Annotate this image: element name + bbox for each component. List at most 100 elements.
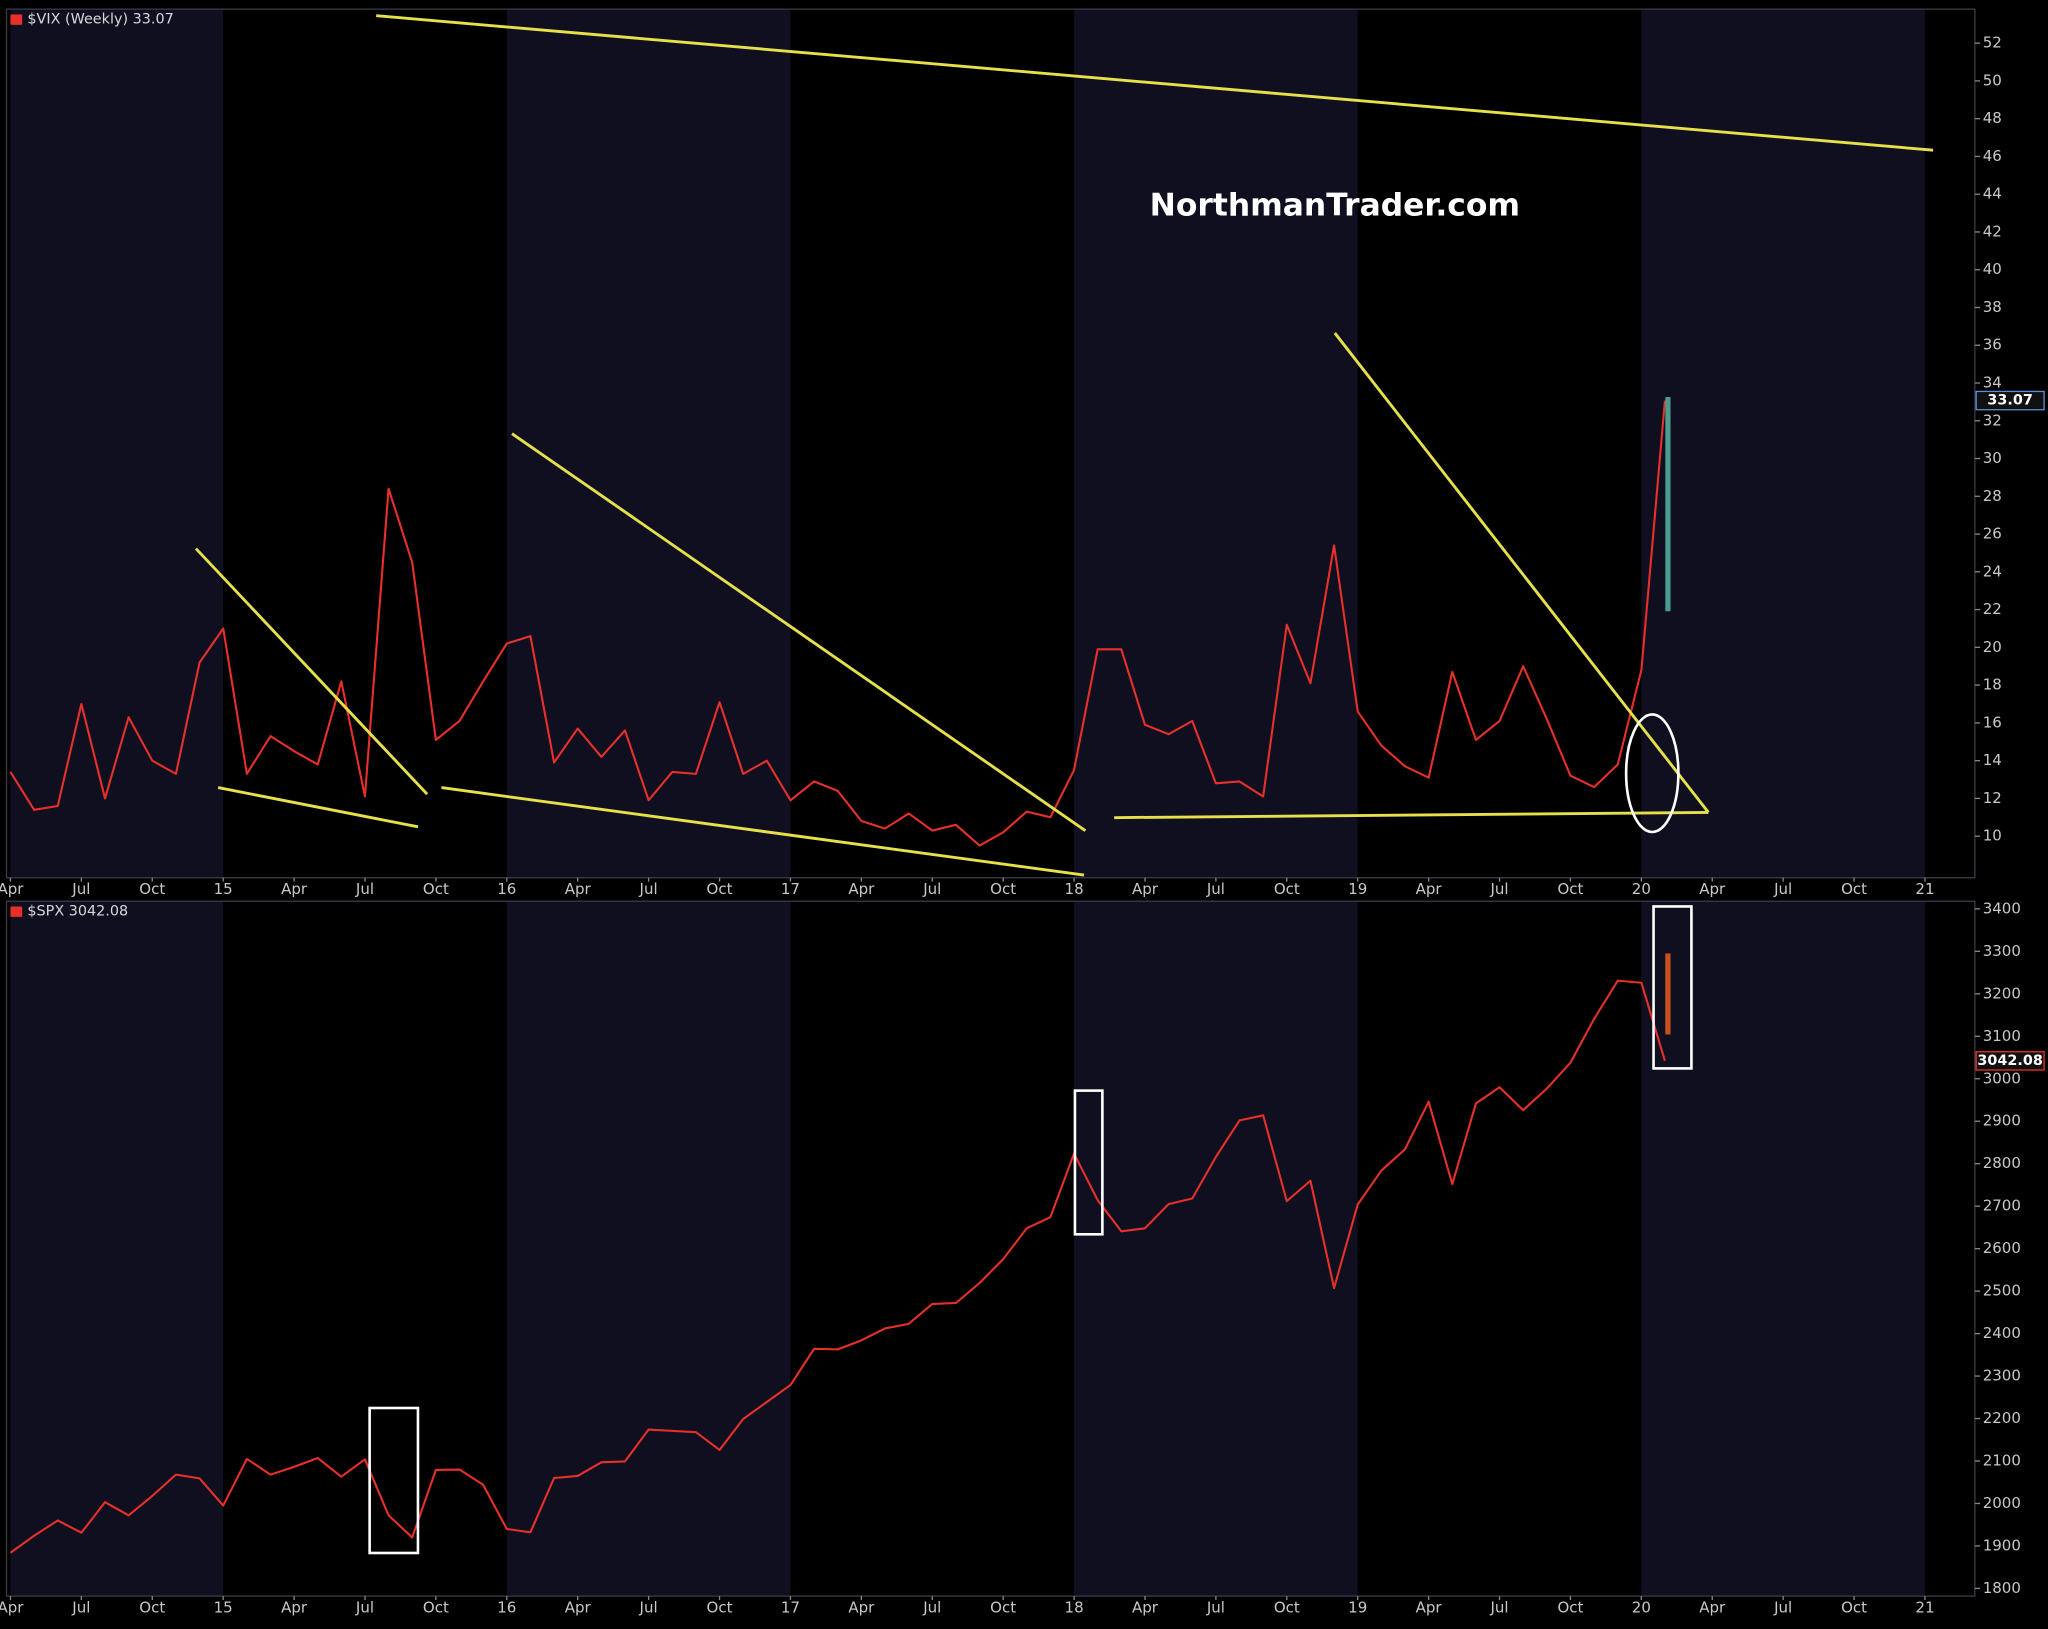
x-tick-label: Jul bbox=[922, 1598, 941, 1616]
y-tick-label: 3000 bbox=[1983, 1069, 2021, 1087]
x-tick-label: Oct bbox=[1557, 1598, 1583, 1616]
y-tick-label: 3400 bbox=[1983, 899, 2021, 917]
y-tick-label: 10 bbox=[1983, 827, 2002, 845]
y-tick-label: 2300 bbox=[1983, 1367, 2021, 1385]
x-tick-label: Jul bbox=[1773, 880, 1792, 898]
x-tick-label: Jul bbox=[1773, 1598, 1792, 1616]
y-tick-label: 46 bbox=[1983, 147, 2002, 165]
x-tick-label: Apr bbox=[1416, 1598, 1443, 1616]
y-tick-label: 2600 bbox=[1983, 1239, 2021, 1257]
year-band bbox=[10, 9, 224, 878]
highlight-ellipse bbox=[1624, 713, 1680, 834]
y-tick-label: 36 bbox=[1983, 336, 2002, 354]
x-tick-label: Apr bbox=[1416, 880, 1443, 898]
x-tick-label: Oct bbox=[707, 1598, 733, 1616]
x-tick-label: 20 bbox=[1632, 1598, 1651, 1616]
year-band bbox=[506, 901, 791, 1597]
trend-lines bbox=[194, 14, 1934, 877]
last-value-badge bbox=[1975, 390, 2045, 411]
y-tick-label: 1800 bbox=[1983, 1579, 2021, 1597]
y-tick-label: 32 bbox=[1983, 411, 2002, 429]
x-tick-label: 17 bbox=[781, 1598, 800, 1616]
trend-line bbox=[217, 786, 419, 829]
y-tick-label: 2000 bbox=[1983, 1494, 2021, 1512]
x-tick-label: 19 bbox=[1348, 1598, 1367, 1616]
x-tick-label: Jul bbox=[1206, 880, 1225, 898]
x-tick-label: Oct bbox=[990, 880, 1016, 898]
x-tick-label: Jul bbox=[1206, 1598, 1225, 1616]
y-tick-label: 28 bbox=[1983, 487, 2002, 505]
trend-line bbox=[194, 547, 429, 796]
last-value-label: 3042.08 bbox=[1977, 1053, 2042, 1069]
y-tick-label: 2400 bbox=[1983, 1324, 2021, 1342]
series-line bbox=[9, 400, 1666, 847]
legend-label: $VIX (Weekly) 33.07 bbox=[27, 12, 173, 28]
y-tick-label: 34 bbox=[1983, 374, 2002, 392]
y-tick-label: 44 bbox=[1983, 185, 2002, 203]
x-tick-label: Apr bbox=[1132, 1598, 1159, 1616]
watermark: NorthmanTrader.com bbox=[1150, 187, 1520, 223]
trend-line bbox=[1333, 332, 1710, 814]
x-tick-label: Oct bbox=[139, 1598, 165, 1616]
year-band bbox=[1074, 901, 1358, 1597]
y-tick-label: 52 bbox=[1983, 34, 2002, 52]
y-tick-label: 3100 bbox=[1983, 1027, 2021, 1045]
trend-line bbox=[376, 14, 1934, 152]
y-tick-label: 2100 bbox=[1983, 1452, 2021, 1470]
y-tick-label: 2200 bbox=[1983, 1409, 2021, 1427]
x-tick-label: 19 bbox=[1348, 880, 1367, 898]
year-band bbox=[1641, 901, 1925, 1597]
x-tick-label: Jul bbox=[1489, 880, 1508, 898]
x-tick-label: Apr bbox=[281, 880, 308, 898]
highlight-box bbox=[1073, 1089, 1104, 1236]
y-tick-label: 3200 bbox=[1983, 984, 2021, 1002]
plot: 10 12 14 16 18 20 22 24 26 28 30 32 34 36 38 40 42 44 46 48… bbox=[0, 12, 2045, 1616]
y-tick-label: 38 bbox=[1983, 298, 2002, 316]
y-tick-label: 22 bbox=[1983, 600, 2002, 618]
trend-line bbox=[441, 786, 1085, 877]
x-tick-label: 15 bbox=[214, 880, 233, 898]
annotations bbox=[194, 14, 1934, 1555]
x-tick-label: Jul bbox=[71, 880, 90, 898]
year-band bbox=[1641, 9, 1925, 878]
x-tick-label: Apr bbox=[0, 880, 24, 898]
x-tick-label: Apr bbox=[1699, 880, 1726, 898]
x-tick-label: Apr bbox=[848, 880, 875, 898]
y-tick-label: 2700 bbox=[1983, 1197, 2021, 1215]
y-tick-label: 18 bbox=[1983, 676, 2002, 694]
y-tick-label: 50 bbox=[1983, 71, 2002, 89]
year-band bbox=[1074, 9, 1358, 878]
y-tick-label: 2800 bbox=[1983, 1154, 2021, 1172]
y-tick-label: 40 bbox=[1983, 260, 2002, 278]
x-tick-label: 16 bbox=[497, 1598, 516, 1616]
y-tick-label: 12 bbox=[1983, 789, 2002, 807]
x-tick-label: Jul bbox=[355, 1598, 374, 1616]
x-tick-label: Jul bbox=[639, 880, 658, 898]
series-line bbox=[9, 979, 1666, 1554]
trend-line bbox=[1114, 810, 1709, 820]
y-tick-label: 1900 bbox=[1983, 1536, 2021, 1554]
x-tick-label: Apr bbox=[1132, 880, 1159, 898]
y-tick-label: 30 bbox=[1983, 449, 2002, 467]
y-tick-label: 2900 bbox=[1983, 1112, 2021, 1130]
x-tick-label: Apr bbox=[1699, 1598, 1726, 1616]
x-tick-label: Oct bbox=[1841, 1598, 1867, 1616]
x-tick-label: Oct bbox=[423, 1598, 449, 1616]
x-tick-label: 17 bbox=[781, 880, 800, 898]
x-tick-label: Oct bbox=[423, 880, 449, 898]
x-tick-label: 18 bbox=[1065, 880, 1084, 898]
x-tick-label: Jul bbox=[355, 880, 374, 898]
x-tick-label: Jul bbox=[639, 1598, 658, 1616]
x-tick-label: 21 bbox=[1915, 1598, 1934, 1616]
legend-icon bbox=[10, 906, 23, 917]
x-tick-label: Oct bbox=[1841, 880, 1867, 898]
x-tick-label: 20 bbox=[1632, 880, 1651, 898]
x-tick-label: Jul bbox=[1489, 1598, 1508, 1616]
highlight-box bbox=[368, 1406, 420, 1555]
x-tick-label: Apr bbox=[565, 1598, 592, 1616]
x-tick-label: Apr bbox=[0, 1598, 24, 1616]
x-tick-label: Oct bbox=[990, 1598, 1016, 1616]
highlight-box bbox=[1652, 905, 1693, 1070]
